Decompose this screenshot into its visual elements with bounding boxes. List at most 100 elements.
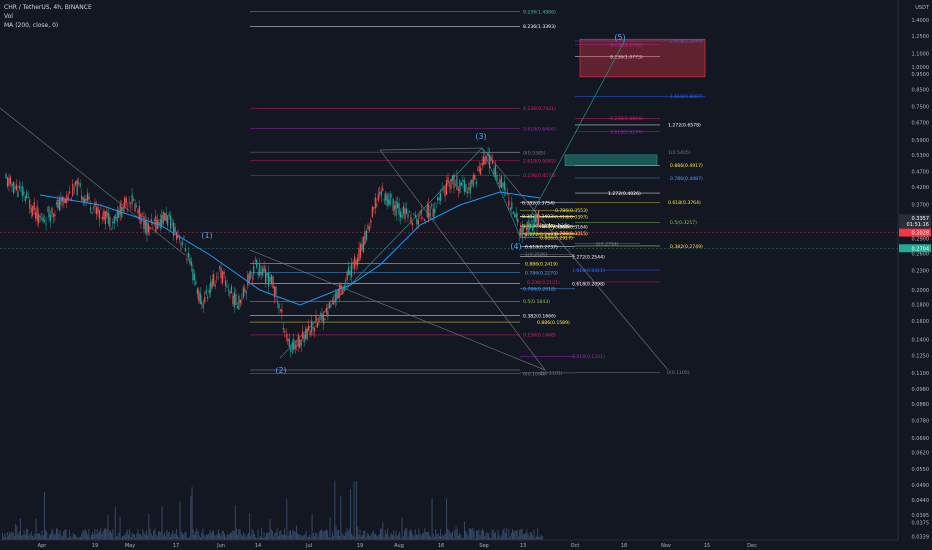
fib-level-label: 2.618(1.2049) <box>670 39 703 45</box>
volume-bar <box>194 534 195 540</box>
candle-body <box>305 328 307 339</box>
volume-bar <box>137 528 139 540</box>
volume-bar <box>249 513 251 540</box>
candle-body <box>269 276 271 282</box>
candle-body <box>486 157 488 159</box>
volume-bar <box>251 528 253 540</box>
candle-body <box>12 181 15 193</box>
volume-bar <box>426 531 428 540</box>
candle-body <box>497 183 500 184</box>
candle-body <box>302 331 304 339</box>
volume-bar <box>442 534 444 540</box>
volume-bar <box>278 535 279 540</box>
fib-level-label: 0.618(0.3764) <box>668 200 701 206</box>
volume-bar <box>527 533 529 540</box>
volume-bar <box>42 535 44 540</box>
volume-bar <box>311 513 313 540</box>
volume-bar <box>396 535 398 540</box>
volume-bar <box>477 531 479 540</box>
candle-body <box>208 289 210 294</box>
volume-bar <box>264 536 266 540</box>
volume-bar <box>267 533 269 540</box>
volume-bar <box>485 532 487 540</box>
ma-indicator-label[interactable]: MA (200, close, 0) <box>4 22 59 29</box>
volume-bar <box>245 537 247 540</box>
volume-bar <box>284 528 285 540</box>
candle-body <box>29 199 31 209</box>
candle-body <box>386 195 388 206</box>
volume-bar <box>483 530 485 540</box>
volume-bar <box>292 530 294 540</box>
fib-level-label: 1(0.5405) <box>668 150 691 156</box>
volume-bar <box>350 488 351 540</box>
volume-bar <box>45 529 47 540</box>
candle-body <box>159 219 161 229</box>
fib-level-label: 0.236(0.2121) <box>527 280 560 286</box>
volume-bar <box>201 532 203 540</box>
volume-bar <box>520 528 522 540</box>
candle-body <box>125 197 127 204</box>
candle-body <box>518 232 520 235</box>
volume-bar <box>105 528 107 540</box>
volume-bar <box>168 531 170 540</box>
volume-bar <box>34 533 36 540</box>
volume-bar <box>2 533 3 540</box>
candle-body <box>483 156 485 165</box>
volume-bar <box>281 534 283 540</box>
volume-bar <box>143 532 145 540</box>
volume-bar <box>386 533 387 540</box>
candle-body <box>364 231 366 244</box>
volume-bar <box>512 529 513 540</box>
candle-body <box>337 288 339 298</box>
candle-body <box>442 186 445 188</box>
symbol-title[interactable]: CHR / TetherUS, 4h, BINANCE <box>4 4 92 11</box>
candle-body <box>491 160 494 164</box>
fib-level-label: 9.236(1.1742) <box>610 42 643 48</box>
y-tick-label: 0.0395 <box>912 513 930 519</box>
volume-bar <box>504 533 506 540</box>
volume-bar <box>46 531 48 540</box>
y-tick-label: 0.1100 <box>912 371 930 377</box>
x-tick-label: 14 <box>255 543 261 549</box>
volume-bar <box>414 529 416 540</box>
volume-bar <box>162 534 164 540</box>
volume-bar <box>122 536 123 540</box>
fib-level-label: 0.5(0.3257) <box>670 220 697 226</box>
volume-bar <box>83 530 85 540</box>
candle-body <box>165 213 167 222</box>
y-tick-label: 0.2000 <box>912 288 930 294</box>
candle-body <box>112 221 114 223</box>
x-tick-label: Jun <box>216 543 225 549</box>
volume-bar <box>524 534 525 540</box>
fib-level-label: 0.236(0.4574) <box>523 173 556 179</box>
volume-bar <box>323 530 325 540</box>
volume-bar <box>261 528 263 540</box>
candle-body <box>345 279 347 282</box>
candle-body <box>122 207 124 212</box>
volume-bar <box>84 528 86 540</box>
y-tick-label: 0.7500 <box>912 105 930 111</box>
candle-body <box>33 201 35 210</box>
volume-bar <box>387 528 389 540</box>
volume-bar <box>10 533 12 540</box>
volume-bar <box>228 534 230 540</box>
volume-bar <box>120 537 122 540</box>
fib-level-label: 1(0.2589) <box>525 252 548 258</box>
volume-bar <box>312 532 314 540</box>
volume-bar <box>320 530 321 540</box>
volume-bar <box>38 533 39 540</box>
volume-bar <box>494 533 495 540</box>
candle-body <box>471 179 473 184</box>
chart-legend: CHR / TetherUS, 4h, BINANCE Vol MA (200,… <box>4 3 92 30</box>
volume-bar <box>363 530 365 540</box>
volume-indicator-label[interactable]: Vol <box>4 13 13 20</box>
volume-bar <box>464 521 465 540</box>
fib-level-label: 0(0.1105) <box>667 370 690 376</box>
volume-bar <box>273 536 275 540</box>
volume-bar <box>149 528 151 540</box>
volume-bar <box>458 535 459 540</box>
volume-bar <box>243 532 245 540</box>
y-tick-label: 0.2600 <box>912 252 930 258</box>
volume-bar <box>41 530 43 540</box>
